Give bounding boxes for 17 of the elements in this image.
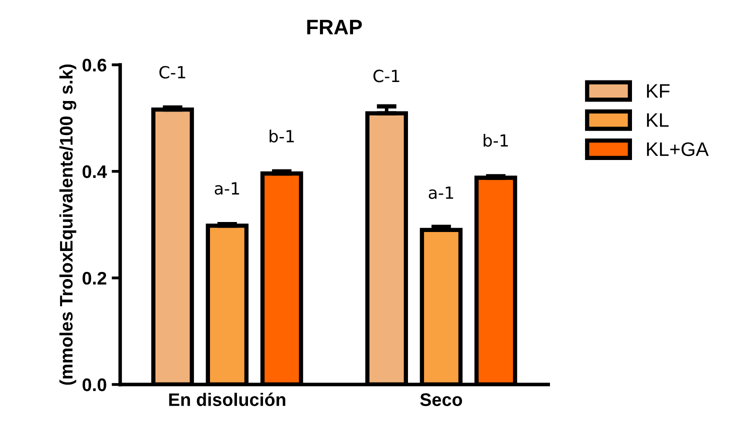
x-tick-label: En disolución [169,392,286,406]
data-label: b-1 [270,130,294,142]
legend-label: KL+GA [647,142,709,156]
x-tick-label: Seco [420,393,462,406]
legend-label: KL [647,113,669,127]
data-label: C-1 [159,66,186,79]
data-label: b-1 [484,134,508,147]
data-label: a-1 [428,186,454,199]
y-tick-label: 0.6 [82,58,106,72]
data-label: C-1 [373,70,400,82]
chart-title: FRAP [307,20,362,34]
y-tick-label: 0.2 [82,272,106,285]
y-tick-label: 0.4 [82,165,107,178]
legend-label: KF [647,84,670,98]
y-axis-title: (mmoles TroloxEquivalente/100 g s.k) [59,64,76,385]
y-tick-label: 0.0 [82,378,106,392]
data-label: a-1 [214,182,240,195]
